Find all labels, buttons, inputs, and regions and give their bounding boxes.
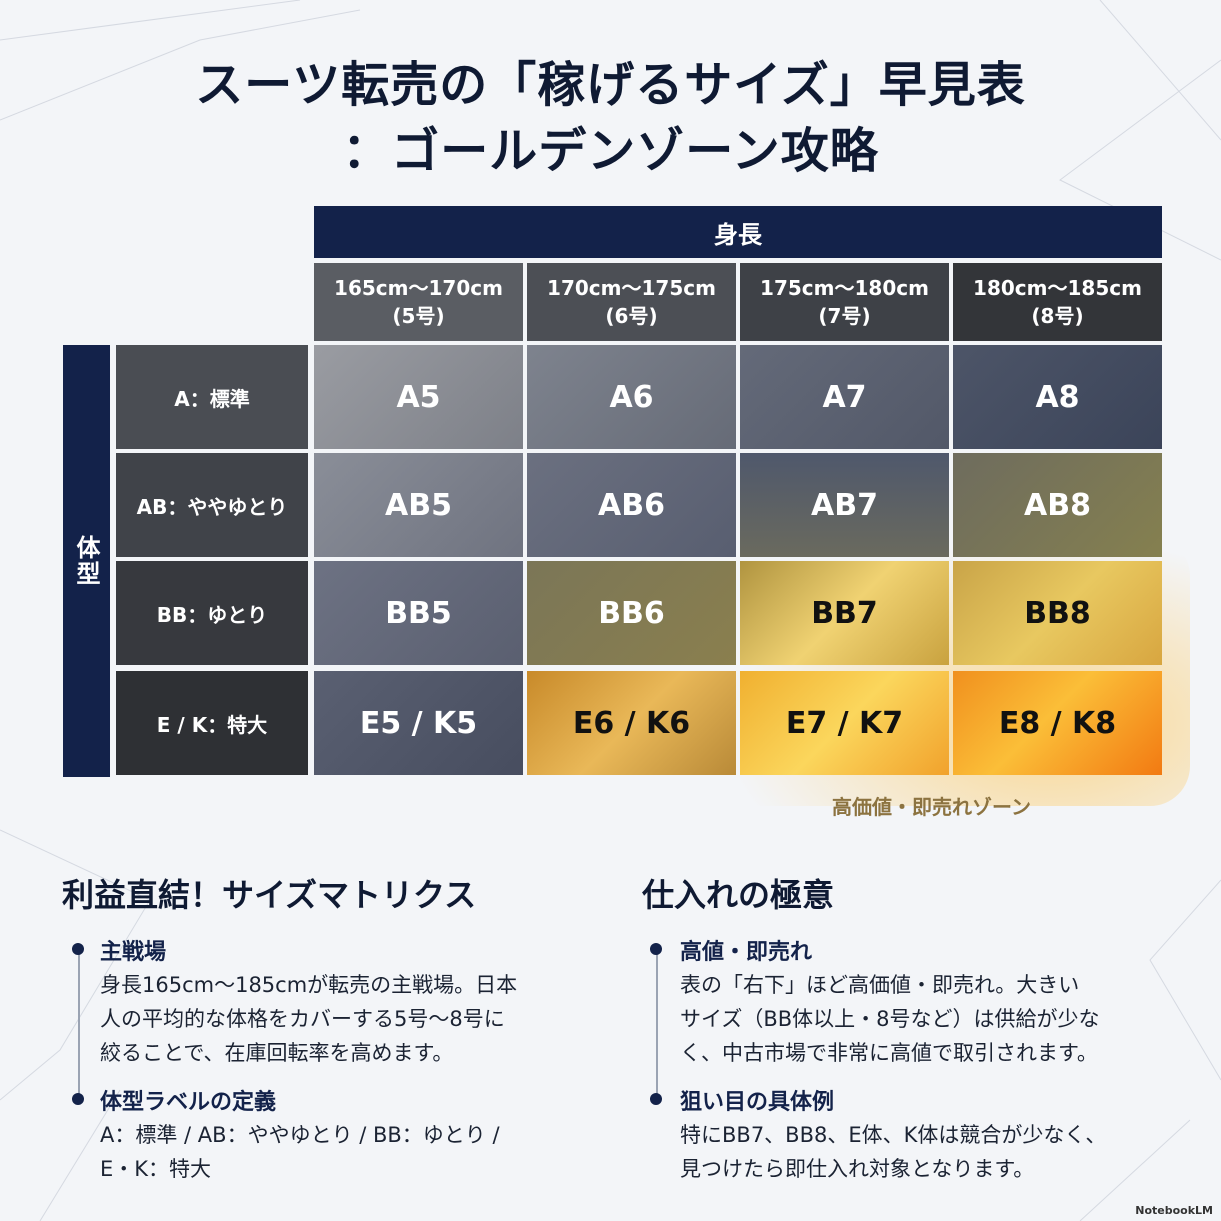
column-range: 180cm〜185cm xyxy=(973,276,1142,300)
size-cell-ek6: E6 / K6 xyxy=(527,671,736,775)
size-cell-ek8: E8 / K8 xyxy=(953,671,1162,775)
size-cell-bb6: BB6 xyxy=(527,561,736,665)
column-range: 175cm〜180cm xyxy=(760,276,929,300)
left-item-2-body: A：標準 / AB：ややゆとり / BB：ゆとり / E・K：特大 xyxy=(100,1123,500,1181)
left-bullet-line xyxy=(78,952,80,1102)
golden-zone-label: 高価値・即売れゾーン xyxy=(832,795,1031,819)
size-cell-ek7: E7 / K7 xyxy=(740,671,949,775)
column-code: (5号) xyxy=(392,304,445,328)
left-item-1-title: 主戦場 xyxy=(100,940,167,965)
right-item-2-title: 狙い目の具体例 xyxy=(680,1090,835,1115)
column-code: (6号) xyxy=(605,304,658,328)
right-section-title: 仕入れの極意 xyxy=(642,876,835,914)
size-cell-ab6: AB6 xyxy=(527,453,736,557)
size-cell-ab7: AB7 xyxy=(740,453,949,557)
right-item-2-body: 特にBB7、BB8、E体、K体は競合が少なく、 見つけたら即仕入れ対象となります… xyxy=(680,1123,1107,1181)
row-header-ek: E / K：特大 xyxy=(116,671,308,775)
brand-label: NotebookLM xyxy=(1135,1204,1213,1217)
title-line-1: スーツ転売の「稼げるサイズ」早見表 xyxy=(195,57,1026,113)
column-header-8: 180cm〜185cm (8号) xyxy=(953,263,1162,341)
column-header-7: 175cm〜180cm (7号) xyxy=(740,263,949,341)
size-cell-ab5: AB5 xyxy=(314,453,523,557)
size-cell-bb7: BB7 xyxy=(740,561,949,665)
left-item-2-title: 体型ラベルの定義 xyxy=(100,1090,277,1115)
left-item-1-body: 身長165cm〜185cmが転売の主戦場。日本 人の平均的な体格をカバーする5号… xyxy=(100,973,518,1065)
size-cell-ab8: AB8 xyxy=(953,453,1162,557)
row-header-a: A：標準 xyxy=(116,345,308,449)
body-type-axis-header: 体型 xyxy=(63,345,110,777)
left-section-title: 利益直結！サイズマトリクス xyxy=(62,876,477,914)
size-cell-a8: A8 xyxy=(953,345,1162,449)
size-cell-bb8: BB8 xyxy=(953,561,1162,665)
size-cell-a6: A6 xyxy=(527,345,736,449)
column-code: (7号) xyxy=(818,304,871,328)
size-cell-a5: A5 xyxy=(314,345,523,449)
page-title: スーツ転売の「稼げるサイズ」早見表 ：ゴールデンゾーン攻略 xyxy=(0,52,1221,184)
height-axis-header: 身長 xyxy=(314,206,1162,258)
right-bullet-line xyxy=(656,952,658,1102)
size-cell-bb5: BB5 xyxy=(314,561,523,665)
column-header-6: 170cm〜175cm (6号) xyxy=(527,263,736,341)
bullet-dot xyxy=(650,943,662,955)
bullet-dot xyxy=(72,1093,84,1105)
column-range: 165cm〜170cm xyxy=(334,276,503,300)
right-item-1-title: 高値・即売れ xyxy=(680,940,813,965)
title-line-2: ：ゴールデンゾーン攻略 xyxy=(342,123,879,179)
row-header-ab: AB：ややゆとり xyxy=(116,453,308,557)
column-range: 170cm〜175cm xyxy=(547,276,716,300)
size-cell-ek5: E5 / K5 xyxy=(314,671,523,775)
column-header-5: 165cm〜170cm (5号) xyxy=(314,263,523,341)
bullet-dot xyxy=(650,1093,662,1105)
bullet-dot xyxy=(72,943,84,955)
size-cell-a7: A7 xyxy=(740,345,949,449)
column-code: (8号) xyxy=(1031,304,1084,328)
right-item-1-body: 表の「右下」ほど高価値・即売れ。大きい サイズ（BB体以上・8号など）は供給が少… xyxy=(680,973,1100,1065)
row-header-bb: BB：ゆとり xyxy=(116,561,308,665)
